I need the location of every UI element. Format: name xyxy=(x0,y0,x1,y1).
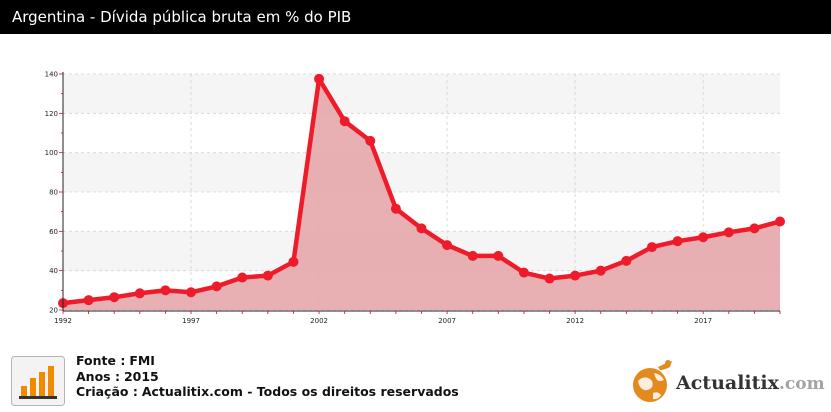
y-tick-label: 80 xyxy=(49,189,58,197)
data-point[interactable] xyxy=(544,273,555,284)
x-tick-label: 2012 xyxy=(566,317,584,325)
data-point[interactable] xyxy=(723,227,734,238)
footer: Fonte : FMI Anos :2015 Criação : Actualiti… xyxy=(0,344,831,412)
data-point[interactable] xyxy=(621,255,632,266)
data-point[interactable] xyxy=(314,73,325,84)
x-tick-label: 2002 xyxy=(310,317,328,325)
y-tick-label: 120 xyxy=(45,110,58,118)
data-point[interactable] xyxy=(493,250,504,261)
source-value: FMI xyxy=(129,353,155,368)
y-tick-label: 100 xyxy=(45,149,58,157)
data-point[interactable] xyxy=(749,223,760,234)
data-point[interactable] xyxy=(570,270,581,281)
data-point[interactable] xyxy=(390,203,401,214)
data-point[interactable] xyxy=(442,240,453,251)
logo-wordmark: Actualitix.com xyxy=(676,372,825,394)
credit-value: Actualitix.com - Todos os direitos reser… xyxy=(141,384,459,399)
chart-title: Argentina - Dívida pública bruta em % do… xyxy=(0,0,831,34)
data-point[interactable] xyxy=(595,265,606,276)
years-line: Anos :2015 xyxy=(76,369,459,385)
logo-domain: .com xyxy=(778,374,825,394)
data-point[interactable] xyxy=(160,285,171,296)
data-point[interactable] xyxy=(365,135,376,146)
data-point[interactable] xyxy=(518,267,529,278)
years-value: 2015 xyxy=(123,368,159,384)
footer-info: Fonte : FMI Anos :2015 Criação : Actualiti… xyxy=(76,353,459,400)
data-point[interactable] xyxy=(262,270,273,281)
bar-chart-icon xyxy=(11,356,65,406)
x-tick-label: 1997 xyxy=(182,317,200,325)
x-tick-label: 2017 xyxy=(694,317,712,325)
y-tick-label: 60 xyxy=(49,228,58,236)
data-point[interactable] xyxy=(698,232,709,243)
grid-band xyxy=(63,152,780,192)
data-point[interactable] xyxy=(134,288,145,299)
y-tick-label: 40 xyxy=(49,267,58,275)
logo-name: Actualitix xyxy=(676,372,779,394)
grid-band xyxy=(63,74,780,114)
source-label: Fonte : xyxy=(76,353,126,368)
data-point[interactable] xyxy=(237,272,248,283)
credit-line: Criação : Actualitix.com - Todos os direi… xyxy=(76,384,459,400)
x-tick-label: 1992 xyxy=(54,317,72,325)
source-line: Fonte : FMI xyxy=(76,353,459,369)
y-tick-label: 20 xyxy=(49,307,58,315)
data-point[interactable] xyxy=(211,281,222,292)
actualitix-logo[interactable]: Actualitix.com xyxy=(628,357,828,407)
data-point[interactable] xyxy=(467,250,478,261)
data-point[interactable] xyxy=(288,256,299,267)
credit-label: Criação : xyxy=(76,384,138,399)
data-point[interactable] xyxy=(775,216,785,227)
data-point[interactable] xyxy=(646,242,657,253)
data-point[interactable] xyxy=(339,116,350,127)
x-tick-label: 2007 xyxy=(438,317,456,325)
data-point[interactable] xyxy=(672,236,683,247)
data-point[interactable] xyxy=(83,295,94,306)
data-point[interactable] xyxy=(186,287,197,298)
y-tick-label: 140 xyxy=(45,71,58,79)
years-label: Anos : xyxy=(76,368,120,384)
data-point[interactable] xyxy=(416,223,427,234)
area-chart: 20 40 60 80 100 120 140 1992 1997 2002 2007 2012 20… xyxy=(45,71,785,325)
area-fill xyxy=(63,78,780,310)
globe-icon xyxy=(633,360,672,402)
data-point[interactable] xyxy=(109,292,120,303)
